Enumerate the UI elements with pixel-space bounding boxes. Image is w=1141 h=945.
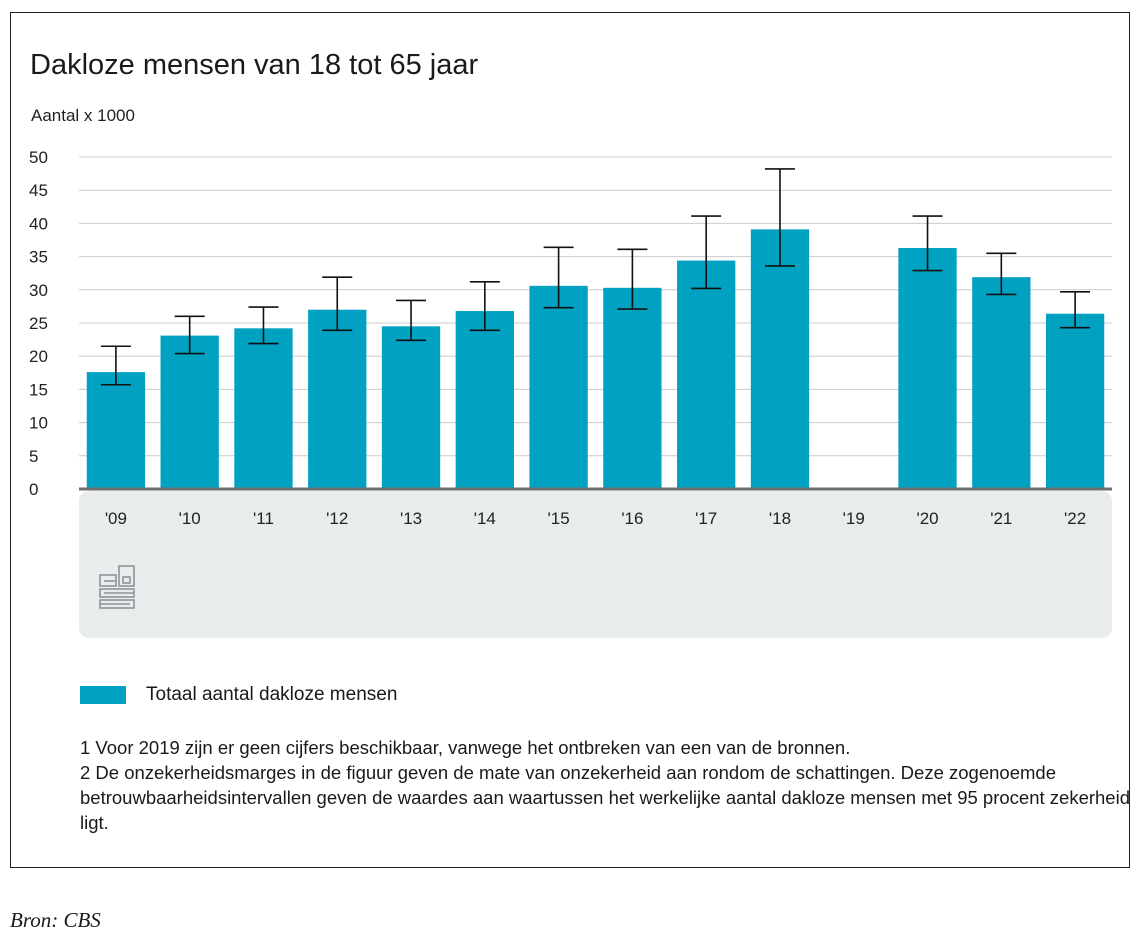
- y-tick-label: 15: [29, 380, 48, 399]
- x-tick-label: '21: [990, 509, 1012, 528]
- x-axis-panel: [79, 491, 1112, 638]
- footnotes: 1 Voor 2019 zijn er geen cijfers beschik…: [80, 735, 1130, 835]
- y-tick-label: 50: [29, 148, 48, 167]
- cbs-logo: [99, 565, 135, 609]
- x-tick-label: '16: [621, 509, 643, 528]
- source-credit: Bron: CBS: [10, 908, 101, 932]
- legend-swatch: [80, 686, 126, 704]
- bar: [529, 285, 588, 489]
- y-axis-label: Aantal x 1000: [31, 106, 135, 125]
- bar-chart: Aantal x 1000 0 5 10 15 20 25 30 35 40 45 50 '09 '1…: [29, 106, 1112, 638]
- bar: [1045, 313, 1105, 489]
- x-tick-label: '10: [179, 509, 201, 528]
- bar: [603, 287, 662, 489]
- bar: [677, 260, 736, 489]
- y-tick-label: 40: [29, 214, 48, 233]
- y-tick-label: 10: [29, 414, 48, 433]
- y-tick-label: 20: [29, 347, 48, 366]
- legend-label: Totaal aantal dakloze mensen: [146, 684, 398, 705]
- x-tick-label: '22: [1064, 509, 1086, 528]
- x-tick-label: '19: [843, 509, 865, 528]
- y-tick-label: 45: [29, 181, 48, 200]
- y-tick-label: 0: [29, 480, 38, 499]
- footnote-1: 1 Voor 2019 zijn er geen cijfers beschik…: [80, 737, 851, 758]
- x-tick-label: '18: [769, 509, 791, 528]
- x-tick-label: '09: [105, 509, 127, 528]
- bar: [455, 311, 514, 489]
- x-tick-label: '11: [253, 509, 274, 528]
- y-tick-label: 5: [29, 447, 38, 466]
- bar: [972, 277, 1031, 489]
- x-tick-label: '20: [916, 509, 938, 528]
- y-tick-label: 25: [29, 314, 48, 333]
- bar: [308, 309, 367, 489]
- footnote-2: 2 De onzekerheidsmarges in de figuur gev…: [80, 762, 1130, 833]
- x-tick-label: '13: [400, 509, 422, 528]
- y-tick-label: 35: [29, 248, 48, 267]
- bar: [898, 247, 957, 489]
- x-tick-label: '15: [548, 509, 570, 528]
- x-tick-label: '12: [326, 509, 348, 528]
- x-tick-label: '14: [474, 509, 496, 528]
- bar: [381, 326, 441, 489]
- chart-frame: Dakloze mensen van 18 tot 65 jaar Aantal…: [10, 12, 1130, 868]
- chart-title: Dakloze mensen van 18 tot 65 jaar: [30, 49, 479, 81]
- bar: [86, 372, 146, 489]
- y-tick-label: 30: [29, 281, 48, 300]
- bar: [234, 328, 293, 489]
- bar: [750, 229, 810, 489]
- bar: [160, 335, 219, 489]
- legend: Totaal aantal dakloze mensen: [80, 684, 397, 706]
- x-tick-label: '17: [695, 509, 717, 528]
